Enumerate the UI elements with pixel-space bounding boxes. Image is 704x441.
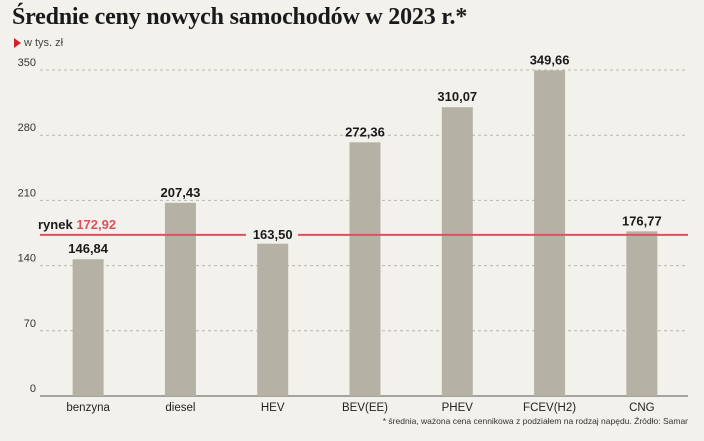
bar [257,243,289,396]
triangle-marker-icon [14,38,21,48]
category-label: FCEV(H2) [523,402,576,414]
chart-subtitle: w tys. zł [14,37,63,49]
category-label: diesel [165,402,195,414]
market-value: 172,92 [76,217,116,232]
bar-value-label: 272,36 [345,124,385,139]
category-label: benzyna [66,402,110,414]
y-tick-label: 350 [18,57,36,69]
chart-title: Średnie ceny nowych samochodów w 2023 r.… [12,4,468,30]
bar-value-label: 207,43 [161,185,201,200]
y-tick-label: 0 [30,383,36,395]
category-label: CNG [629,402,655,414]
bar-value-label: 163,50 [253,227,293,242]
bar-value-label: 349,66 [530,52,570,67]
bar [626,231,658,396]
bar [164,202,196,396]
bar [72,259,104,396]
y-tick-label: 70 [24,318,36,330]
bar-value-label: 176,77 [622,213,662,228]
bar [349,142,381,396]
bar [441,107,473,396]
y-tick-label: 140 [18,253,36,265]
unit-label: w tys. zł [24,37,64,49]
footnote: * średnia, ważona cena cennikowa z podzi… [382,416,688,426]
category-label: PHEV [442,402,474,414]
bar-value-label: 310,07 [437,89,477,104]
category-label: HEV [261,402,285,414]
category-label: BEV(EE) [342,402,388,414]
bar [534,70,566,397]
y-tick-label: 210 [18,187,36,199]
market-label: rynek 172,92 [38,217,116,232]
y-tick-label: 280 [18,122,36,134]
bar-value-label: 146,84 [68,241,109,256]
